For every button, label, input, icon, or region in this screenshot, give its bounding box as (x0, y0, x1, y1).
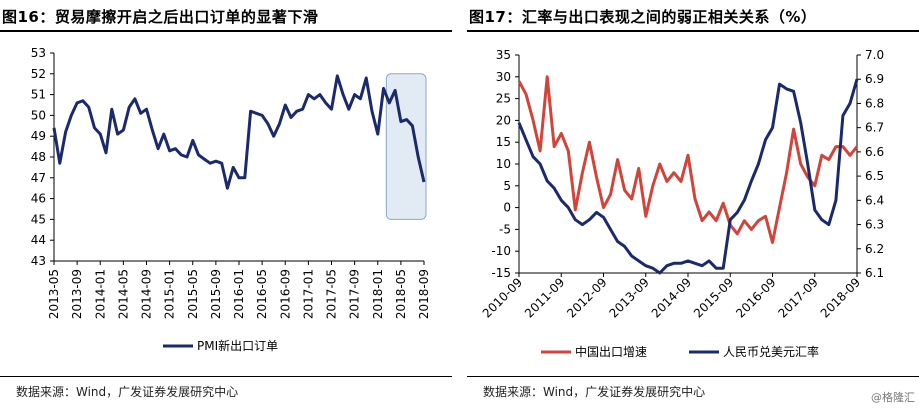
x-tick-label: 2016-09 (733, 275, 778, 320)
x-tick-label: 2018-05 (394, 269, 408, 319)
right-chart-title: 图17：汇率与出口表现之间的弱正相关关系（%） (469, 8, 817, 26)
x-tick-label: 2013-09 (70, 269, 84, 319)
legend-label-export: 中国出口增速 (575, 344, 647, 359)
y-tick-label: 45 (31, 212, 46, 226)
right-y-tick-label: 6.2 (865, 242, 884, 256)
right-source-note: 数据来源：Wind，广发证券发展研究中心 (483, 385, 706, 399)
y-tick-label: 49 (31, 129, 46, 143)
left-y-tick-label: 10 (496, 157, 511, 171)
x-tick-label: 2018-09 (818, 275, 863, 320)
highlight-box (385, 73, 427, 220)
x-tick-label: 2011-09 (522, 275, 567, 320)
right-y-tick-label: 6.8 (865, 96, 884, 110)
pmi-series-line (52, 74, 426, 190)
export-growth-line (517, 75, 859, 244)
y-tick-label: 50 (31, 108, 46, 122)
x-tick-label: 2014-09 (140, 269, 154, 319)
x-tick-label: 2018-01 (371, 269, 385, 319)
left-y-tick-label: 35 (496, 48, 511, 62)
pmi-export-orders-chart: 43 44 45 46 47 48 49 50 51 52 53 2013-05 2013-09 2014… (31, 46, 431, 353)
left-y-tick-label: 0 (503, 201, 511, 215)
y-tick-label: 47 (31, 171, 46, 185)
right-y-tick-label: 6.3 (865, 218, 884, 232)
right-chart-panel: 图17：汇率与出口表现之间的弱正相关关系（%） -15 -10 -5 0 5 10 15 20… (467, 0, 919, 409)
right-y-tick-label: 6.6 (865, 145, 884, 159)
right-source-rule (467, 376, 919, 377)
left-title-rule (0, 30, 452, 32)
left-y-tick-label: 20 (496, 113, 511, 127)
x-tick-label: 2013-09 (607, 275, 652, 320)
right-y-tick-label: 6.1 (865, 266, 884, 280)
left-y-tick-label: 30 (496, 70, 511, 84)
x-tick-label: 2014-09 (649, 275, 694, 320)
y-tick-label: 48 (31, 150, 46, 164)
left-y-tick-label: 25 (496, 92, 511, 106)
legend-label-pmi: PMI新出口订单 (197, 338, 278, 353)
right-y-tick-label: 6.5 (865, 169, 884, 183)
left-y-tick-label: -10 (491, 244, 511, 258)
x-tick-label: 2017-09 (776, 275, 821, 320)
left-y-tick-label: -15 (491, 266, 511, 280)
y-tick-label: 44 (31, 233, 46, 247)
x-tick-label: 2015-09 (691, 275, 736, 320)
rmb-usd-line (517, 78, 859, 275)
x-tick-label: 2015-05 (186, 269, 200, 319)
x-tick-label: 2018-09 (417, 269, 431, 319)
left-y-tick-label: 15 (496, 135, 511, 149)
x-tick-label: 2017-05 (325, 269, 339, 319)
y-tick-label: 43 (31, 254, 46, 268)
right-y-tick-label: 6.7 (865, 121, 884, 135)
y-tick-label: 51 (31, 88, 46, 102)
x-tick-label: 2017-01 (301, 269, 315, 319)
x-tick-label: 2010-09 (480, 275, 525, 320)
fx-export-chart: -15 -10 -5 0 5 10 15 20 25 30 35 6.1 6.2 6.3 6.4 6.5 6.6… (480, 48, 884, 359)
left-y-tick-label: 5 (503, 179, 511, 193)
x-tick-label: 2016-09 (278, 269, 292, 319)
left-source-rule (0, 376, 452, 377)
x-tick-label: 2014-01 (93, 269, 107, 319)
left-chart-panel: 图16：贸易摩擦开启之后出口订单的显著下滑 43 44 45 46 47 48 49 50 51… (0, 0, 452, 409)
left-chart-title: 图16：贸易摩擦开启之后出口订单的显著下滑 (2, 8, 319, 26)
right-y-tick-label: 6.9 (865, 72, 884, 86)
left-y-tick-label: -5 (499, 222, 511, 236)
x-tick-label: 2017-09 (348, 269, 362, 319)
watermark-text: @格隆汇 (871, 391, 915, 404)
x-tick-label: 2015-01 (163, 269, 177, 319)
legend-label-rmb: 人民币兑美元汇率 (723, 344, 819, 359)
x-tick-label: 2012-09 (564, 275, 609, 320)
right-y-tick-label: 7.0 (865, 48, 884, 62)
left-source-note: 数据来源：Wind，广发证券发展研究中心 (16, 385, 239, 399)
x-tick-label: 2016-05 (255, 269, 269, 319)
y-tick-label: 46 (31, 192, 46, 206)
right-title-rule (467, 30, 919, 32)
x-tick-label: 2013-05 (47, 269, 61, 319)
right-y-tick-label: 6.4 (865, 193, 884, 207)
y-tick-label: 53 (31, 46, 46, 60)
x-tick-label: 2014-05 (116, 269, 130, 319)
y-tick-label: 52 (31, 67, 46, 81)
x-tick-label: 2015-09 (209, 269, 223, 319)
x-tick-label: 2016-01 (232, 269, 246, 319)
